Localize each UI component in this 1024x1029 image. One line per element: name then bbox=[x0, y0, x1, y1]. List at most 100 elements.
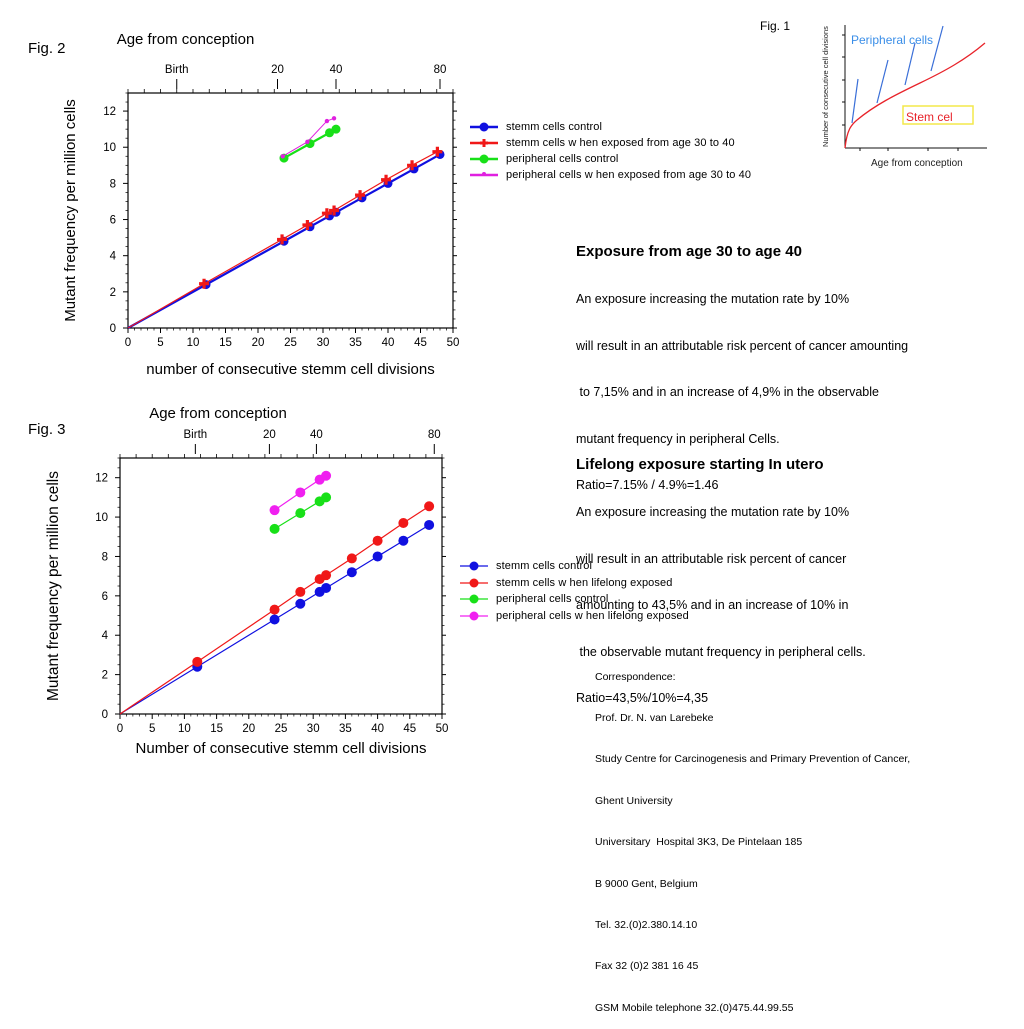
x-tick-label: 0 bbox=[125, 337, 131, 349]
y-axis-label: Mutant frequency per million cells bbox=[45, 471, 62, 701]
series-3 bbox=[269, 470, 332, 516]
data-point bbox=[321, 470, 332, 481]
legend-marker bbox=[460, 611, 488, 620]
y-tick-label: 0 bbox=[102, 709, 108, 721]
legend-label: peripheral cells control bbox=[496, 593, 609, 605]
legend-item: stemm cells control bbox=[468, 119, 788, 135]
top-axis-title: Age from conception bbox=[149, 405, 287, 422]
fig3-text-line: will result in an attributable risk perc… bbox=[576, 551, 847, 566]
x-axis-label: Number of consecutive stemm cell divisio… bbox=[136, 740, 427, 757]
legend-item: peripheral cells control bbox=[468, 151, 788, 167]
fig3-text-line: Ratio=43,5%/10%=4,35 bbox=[576, 691, 709, 705]
data-point bbox=[346, 553, 357, 564]
data-point bbox=[398, 535, 409, 546]
legend-symbol bbox=[480, 139, 488, 147]
y-tick-label: 12 bbox=[103, 106, 116, 118]
data-point bbox=[192, 656, 203, 667]
correspondence-line: Tel. 32.(0)2.380.14.10 bbox=[595, 918, 698, 931]
legend-symbol bbox=[479, 154, 489, 164]
y-tick-label: 6 bbox=[102, 591, 108, 603]
data-point bbox=[277, 234, 288, 245]
correspondence-line: Ghent University bbox=[595, 794, 673, 807]
data-point bbox=[295, 586, 306, 597]
legend-item: peripheral cells w hen exposed from age … bbox=[468, 167, 788, 183]
x-tick-label: 0 bbox=[117, 723, 123, 735]
legend-symbol bbox=[469, 594, 479, 604]
fig2-text-line: Ratio=7.15% / 4.9%=1.46 bbox=[576, 478, 719, 492]
top-tick-label: 80 bbox=[428, 429, 441, 441]
legend-marker bbox=[470, 139, 498, 147]
y-tick-label: 2 bbox=[110, 287, 116, 299]
plot-frame bbox=[127, 92, 454, 329]
legend-symbol bbox=[469, 561, 479, 571]
legend-symbol bbox=[469, 578, 479, 587]
fig3-legend: stemm cells control stemm cells w hen lif… bbox=[458, 558, 758, 628]
top-axis-title: Age from conception bbox=[117, 31, 255, 48]
x-tick-label: 10 bbox=[178, 723, 191, 735]
legend-label: stemm cells w hen lifelong exposed bbox=[496, 576, 673, 589]
correspondence-line: Correspondence: bbox=[595, 670, 676, 683]
data-point bbox=[331, 124, 341, 134]
fig1-schematic: Number of consecutive cell divisions Per… bbox=[821, 25, 987, 169]
legend-item: peripheral cells control bbox=[458, 591, 758, 607]
fig3-text-line: the observable mutant frequency in perip… bbox=[576, 644, 866, 659]
legend-marker bbox=[460, 594, 488, 604]
correspondence-block: Correspondence: Prof. Dr. N. van Larebek… bbox=[595, 643, 910, 1029]
legend-item: stemm cells w hen exposed from age 30 to… bbox=[468, 135, 788, 151]
data-point bbox=[305, 139, 310, 145]
fig2-heading: Exposure from age 30 to age 40 bbox=[576, 243, 802, 260]
data-point bbox=[269, 604, 280, 615]
fig3-text-line: amounting to 43,5% and in an increase of… bbox=[576, 598, 849, 612]
x-tick-label: 5 bbox=[149, 723, 155, 735]
fig3-text-block: Lifelong exposure starting In utero An e… bbox=[576, 425, 866, 722]
fig3-text-line: An exposure increasing the mutation rate… bbox=[576, 505, 850, 519]
data-point bbox=[372, 535, 383, 546]
y-axis-label: Mutant frequency per million cells bbox=[62, 99, 79, 322]
x-tick-label: 20 bbox=[242, 723, 255, 735]
series-1 bbox=[119, 501, 435, 715]
y-tick-label: 4 bbox=[102, 630, 109, 642]
top-tick-label: 80 bbox=[434, 64, 447, 76]
x-tick-label: 15 bbox=[210, 723, 223, 735]
top-tick-label: 20 bbox=[263, 429, 276, 441]
fig1-stem-box bbox=[902, 105, 974, 125]
top-tick-label: 40 bbox=[310, 429, 323, 441]
x-tick-label: 5 bbox=[157, 337, 163, 349]
x-tick-label: 30 bbox=[317, 337, 330, 349]
correspondence-line: Universitary Hospital 3K3, De Pintelaan … bbox=[595, 836, 803, 849]
x-tick-label: 45 bbox=[414, 337, 427, 349]
legend-symbol bbox=[482, 172, 486, 176]
data-point bbox=[269, 614, 280, 625]
data-point bbox=[269, 505, 280, 516]
data-point bbox=[269, 523, 280, 534]
x-tick-label: 45 bbox=[403, 723, 416, 735]
data-point bbox=[331, 116, 337, 121]
y-tick-label: 10 bbox=[103, 142, 116, 154]
y-tick-label: 8 bbox=[102, 551, 108, 563]
fig2-text-line: to 7,15% and in an increase of 4,9% in t… bbox=[576, 385, 879, 399]
y-tick-label: 2 bbox=[102, 670, 108, 682]
data-point bbox=[199, 278, 210, 289]
fig1-peripheral-lines bbox=[851, 25, 944, 124]
data-point bbox=[324, 118, 330, 124]
data-point bbox=[321, 492, 332, 503]
data-point bbox=[280, 154, 285, 159]
series-2 bbox=[279, 124, 341, 163]
legend-marker bbox=[470, 154, 498, 164]
fig2-text-line: An exposure increasing the mutation rate… bbox=[576, 292, 850, 306]
y-tick-label: 12 bbox=[95, 473, 108, 485]
plot-frame bbox=[119, 457, 443, 715]
correspondence-line: Fax 32 (0)2 381 16 45 bbox=[595, 960, 699, 973]
legend-label: stemm cells control bbox=[506, 121, 603, 133]
data-point bbox=[424, 519, 435, 530]
top-tick-label: Birth bbox=[165, 64, 189, 76]
legend-marker bbox=[460, 561, 488, 571]
fig2-label: Fig. 2 bbox=[28, 40, 66, 57]
x-tick-label: 50 bbox=[447, 337, 460, 349]
legend-marker bbox=[470, 172, 498, 177]
x-tick-label: 15 bbox=[219, 337, 232, 349]
x-tick-label: 20 bbox=[252, 337, 265, 349]
fig2-text-line: will result in an attributable risk perc… bbox=[576, 338, 909, 353]
x-tick-label: 40 bbox=[371, 723, 384, 735]
